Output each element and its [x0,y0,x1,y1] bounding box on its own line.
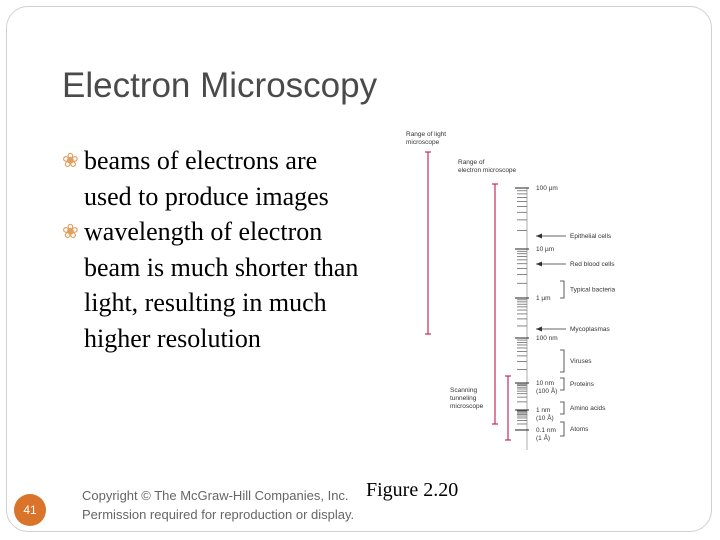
bullet-text: wavelength of electron beam is much shor… [84,217,359,353]
object-label: Proteins [570,381,595,388]
stm-label-line: microscope [450,403,484,410]
size-bracket [560,421,565,437]
light-range-label-line: Range of light [406,131,446,138]
scale-label: 0.1 nm [536,427,556,434]
electron-range-label: Range of electron microscope [458,159,517,174]
bullet-marker-icon: ❀ [62,219,79,243]
copyright-line: Copyright © The McGraw-Hill Companies, I… [82,488,349,503]
object-label: Red blood cells [570,261,615,268]
object-label: Amino acids [570,405,606,412]
bullet-list: ❀ beams of electrons are used to produce… [62,143,362,356]
stm-label-line: Scanning [450,387,477,394]
bullet-text: beams of electrons are used to produce i… [84,146,329,211]
page-number-badge: 41 [14,494,46,526]
electron-range-label-line: electron microscope [458,167,517,174]
scale-label: 100 µm [536,185,558,192]
scale-label: 100 nm [536,335,558,342]
stm-label: Scanning tunneling microscope [450,387,484,410]
scale-label: 1 µm [536,295,551,302]
object-label: Typical bacteria [570,287,616,294]
size-bracket [560,377,565,391]
object-label: Viruses [570,358,592,365]
size-bracket [560,401,565,415]
arrowhead-icon [536,233,542,239]
bullet-item: ❀ wavelength of electron beam is much sh… [62,214,362,356]
copyright-line: Permission required for reproduction or … [82,507,355,522]
slide-frame [6,6,712,532]
bullet-marker-icon: ❀ [62,148,79,172]
microscope-range-figure: Range of light microscope Range of elect… [400,128,640,463]
electron-range-label-line: Range of [458,159,485,166]
light-range-label-line: microscope [406,139,440,146]
scale-label: 10 µm [536,246,554,253]
stm-label-line: tunneling [450,395,477,402]
arrowhead-icon [536,326,542,332]
copyright-notice: Copyright © The McGraw-Hill Companies, I… [82,486,354,524]
object-label: Atoms [570,426,589,433]
object-label: Mycoplasmas [570,326,610,333]
scale-label: 10 nm [536,380,554,387]
scale-label: (1 Å) [536,433,550,442]
light-range-label: Range of light microscope [406,131,446,146]
bullet-item: ❀ beams of electrons are used to produce… [62,143,362,214]
figure-svg: Range of light microscope Range of elect… [406,131,616,450]
scale-label: 1 nm [536,407,550,414]
size-bracket [560,349,565,373]
scale-label: (100 Å) [536,386,557,395]
slide-title: Electron Microscopy [62,66,378,105]
figure-caption: Figure 2.20 [366,479,459,501]
scale-label: (10 Å) [536,413,554,422]
size-bracket [560,280,565,299]
object-label: Epithelial cells [570,233,612,240]
arrowhead-icon [536,261,542,267]
